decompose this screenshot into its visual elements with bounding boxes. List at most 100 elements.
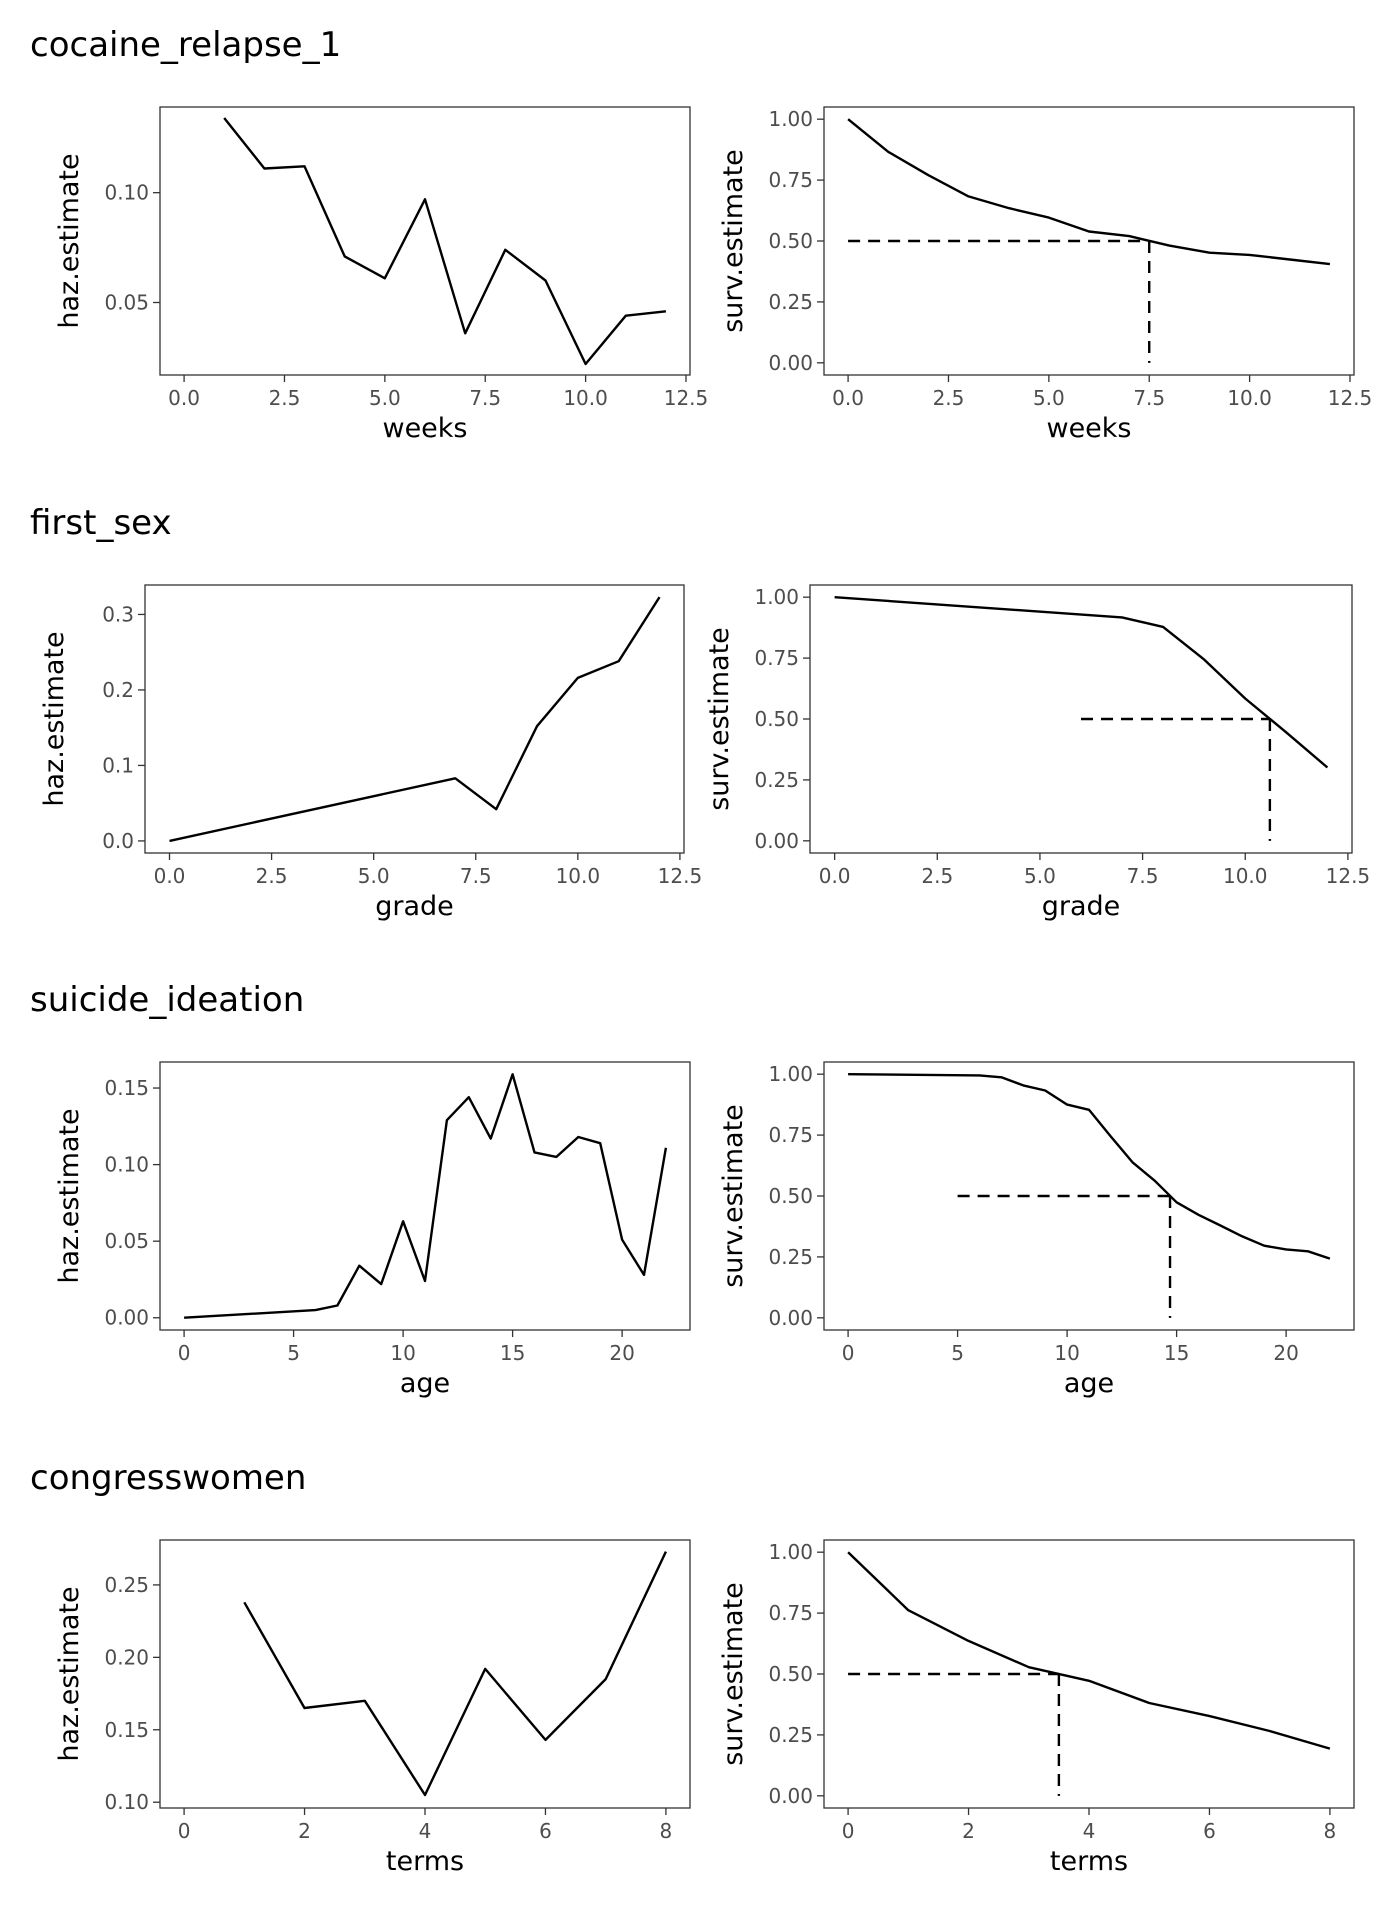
panel-first-sex-hazard: 0.0 2.5 5.0 7.5 10.0 12.5 0.0 0.1 0.2 0.3 grade haz… <box>39 584 703 922</box>
x-tick-label: 8 <box>660 1819 673 1843</box>
y-tick-label: 0.75 <box>768 1123 813 1147</box>
y-axis-label: haz.estimate <box>39 631 70 806</box>
y-tick-label: 0.75 <box>768 168 813 192</box>
x-tick-label: 5.0 <box>358 864 390 888</box>
x-tick-label: 15 <box>500 1341 525 1365</box>
x-tick-label: 7.5 <box>1133 386 1165 410</box>
series-line <box>847 1551 1331 1750</box>
series-line <box>243 1551 667 1797</box>
x-axis-label: age <box>1064 1368 1114 1399</box>
y-tick-label: 0.0 <box>102 829 134 853</box>
panel-border <box>823 1539 1355 1809</box>
y-tick-label: 0.2 <box>102 678 134 702</box>
x-tick-label: 12.5 <box>1326 864 1371 888</box>
y-axis-label: surv.estimate <box>718 1104 749 1288</box>
y-tick-label: 0.75 <box>754 646 799 670</box>
x-axis-label: grade <box>1042 891 1121 922</box>
series-line <box>184 1073 668 1319</box>
y-tick-label: 0.00 <box>768 351 813 375</box>
x-axis-label: terms <box>386 1846 464 1877</box>
y-tick-label: 0.25 <box>768 290 813 314</box>
panel-suicide-ideation-survival: 0 5 10 15 20 0.00 0.25 0.50 0.75 1.00 age surv.esti… <box>718 1061 1355 1399</box>
x-tick-label: 10 <box>1054 1341 1079 1365</box>
y-tick-label: 1.00 <box>754 585 799 609</box>
x-axis-label: grade <box>375 891 454 922</box>
x-tick-label: 0.0 <box>832 386 864 410</box>
panel-suicide-ideation-hazard: 0 5 10 15 20 0.00 0.05 0.10 0.15 age haz.estimate <box>54 1061 691 1399</box>
x-tick-label: 10 <box>390 1341 415 1365</box>
x-tick-label: 7.5 <box>1127 864 1159 888</box>
series-line <box>847 118 1331 266</box>
y-axis-label: surv.estimate <box>718 149 749 333</box>
x-axis-label: weeks <box>1046 413 1131 444</box>
y-axis-label: haz.estimate <box>54 153 85 328</box>
y-tick-label: 0.50 <box>768 1184 813 1208</box>
x-tick-label: 2 <box>962 1819 975 1843</box>
x-tick-label: 0 <box>178 1819 191 1843</box>
x-tick-label: 0.0 <box>168 386 200 410</box>
x-tick-label: 0 <box>842 1819 855 1843</box>
x-axis-label: terms <box>1050 1846 1128 1877</box>
series-line <box>848 1073 1331 1260</box>
y-tick-label: 0.25 <box>768 1245 813 1269</box>
y-axis-label: surv.estimate <box>704 627 735 811</box>
x-tick-label: 0 <box>842 1341 855 1365</box>
x-tick-label: 6 <box>1203 1819 1216 1843</box>
panel-first-sex-survival: 0.0 2.5 5.0 7.5 10.0 12.5 0.00 0.25 0.50 0.75 1.00… <box>704 584 1371 922</box>
x-tick-label: 7.5 <box>460 864 492 888</box>
x-tick-label: 4 <box>419 1819 432 1843</box>
x-tick-label: 6 <box>539 1819 552 1843</box>
panel-congresswomen-hazard: 0 2 4 6 8 0.10 0.15 0.20 0.25 terms haz.estimate <box>54 1539 691 1877</box>
y-tick-label: 1.00 <box>768 107 813 131</box>
y-tick-label: 0.25 <box>104 1573 149 1597</box>
y-tick-label: 0.3 <box>102 602 134 626</box>
y-tick-label: 0.10 <box>104 1790 149 1814</box>
y-tick-label: 0.25 <box>754 768 799 792</box>
x-tick-label: 0 <box>178 1341 191 1365</box>
y-tick-label: 0.50 <box>768 229 813 253</box>
y-tick-label: 0.10 <box>104 1153 149 1177</box>
x-tick-label: 5.0 <box>1024 864 1056 888</box>
series-line <box>834 596 1329 769</box>
x-tick-label: 5.0 <box>369 386 401 410</box>
x-tick-label: 12.5 <box>664 386 709 410</box>
x-axis-label: weeks <box>382 413 467 444</box>
panel-congresswomen-survival: 0 2 4 6 8 0.00 0.25 0.50 0.75 1.00 terms surv.estim… <box>718 1539 1355 1877</box>
y-axis-label: surv.estimate <box>718 1582 749 1766</box>
y-tick-label: 0.05 <box>104 291 149 315</box>
x-tick-label: 10.0 <box>1227 386 1272 410</box>
x-tick-label: 5.0 <box>1033 386 1065 410</box>
y-tick-label: 1.00 <box>768 1540 813 1564</box>
x-tick-label: 10.0 <box>1223 864 1268 888</box>
y-tick-label: 0.05 <box>104 1229 149 1253</box>
x-tick-label: 2.5 <box>256 864 288 888</box>
x-tick-label: 2 <box>298 1819 311 1843</box>
y-axis-label: haz.estimate <box>54 1586 85 1761</box>
x-tick-label: 8 <box>1324 1819 1337 1843</box>
y-tick-label: 0.00 <box>754 829 799 853</box>
x-tick-label: 20 <box>609 1341 634 1365</box>
x-tick-label: 12.5 <box>658 864 703 888</box>
y-tick-label: 1.00 <box>768 1062 813 1086</box>
panel-border <box>159 1061 691 1331</box>
panel-cocaine-relapse-1-hazard: 0.0 2.5 5.0 7.5 10.0 12.5 0.05 0.10 weeks haz.est… <box>54 106 709 444</box>
y-tick-label: 0.20 <box>104 1645 149 1669</box>
x-tick-label: 0.0 <box>819 864 851 888</box>
y-tick-label: 0.50 <box>754 707 799 731</box>
x-tick-label: 5 <box>951 1341 964 1365</box>
x-tick-label: 0.0 <box>154 864 186 888</box>
row-title-first-sex: first_sex <box>30 503 172 543</box>
y-tick-label: 0.00 <box>768 1306 813 1330</box>
y-tick-label: 0.10 <box>104 181 149 205</box>
y-tick-label: 0.15 <box>104 1718 149 1742</box>
y-tick-label: 0.15 <box>104 1076 149 1100</box>
x-tick-label: 2.5 <box>269 386 301 410</box>
panel-border <box>159 106 691 376</box>
x-tick-label: 20 <box>1273 1341 1298 1365</box>
x-tick-label: 4 <box>1083 1819 1096 1843</box>
series-line <box>169 596 661 843</box>
panel-border <box>144 584 685 854</box>
x-axis-label: age <box>400 1368 450 1399</box>
panel-border <box>159 1539 691 1809</box>
